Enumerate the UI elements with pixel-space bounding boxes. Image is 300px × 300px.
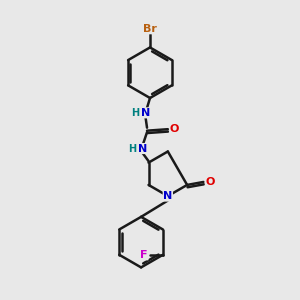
Text: H: H (128, 143, 136, 154)
Text: N: N (163, 191, 172, 201)
Text: H: H (131, 108, 139, 118)
Text: F: F (140, 250, 148, 260)
Text: N: N (141, 108, 150, 118)
Text: O: O (205, 177, 215, 187)
Text: N: N (138, 143, 147, 154)
Text: Br: Br (143, 24, 157, 34)
Text: O: O (170, 124, 179, 134)
